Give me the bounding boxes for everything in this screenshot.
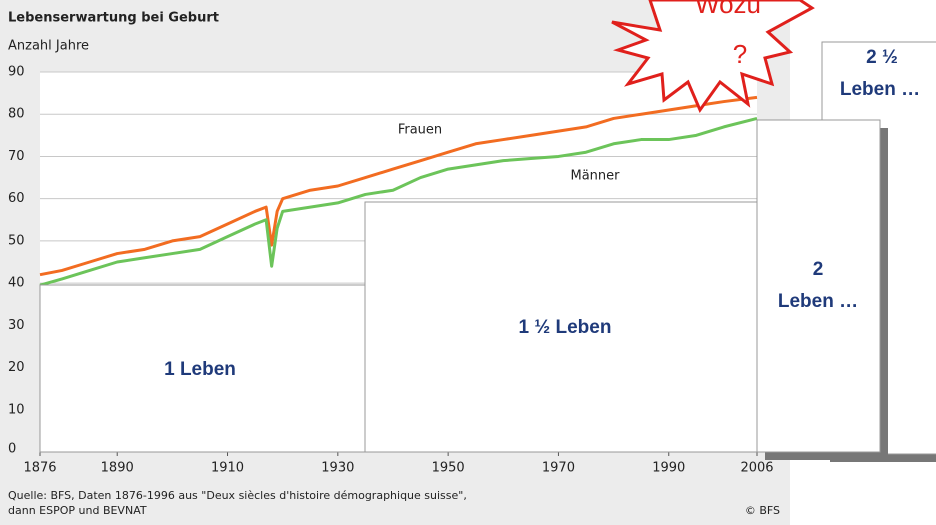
- x-tick-label: 1876: [23, 461, 56, 476]
- series-line: [39, 116, 758, 287]
- y-tick-label: 30: [8, 318, 25, 333]
- starburst: [611, 0, 815, 114]
- y-tick-label: 70: [8, 149, 25, 164]
- annotation: 2 ½: [866, 47, 898, 68]
- box: [39, 284, 366, 453]
- series-label: Frauen: [398, 123, 442, 138]
- x-tick-label: 1910: [211, 461, 244, 476]
- y-tick-label: 60: [8, 191, 25, 206]
- chart-title: Lebenserwartung bei Geburt: [8, 11, 219, 26]
- annotation: Leben …: [840, 79, 920, 100]
- annotation: 1 ½ Leben: [519, 317, 612, 338]
- x-tick-label: 1990: [652, 461, 685, 476]
- y-tick-label: 0: [8, 442, 16, 457]
- x-tick-label: 2006: [740, 461, 773, 476]
- y-tick-label: 40: [8, 276, 25, 291]
- box: [756, 119, 881, 453]
- source: Quelle: BFS, Daten 1876-1996 aus "Deux s…: [8, 489, 467, 502]
- x-tick-label: 1890: [101, 461, 134, 476]
- y-tick-label: 80: [8, 107, 25, 122]
- annotation: Wozu: [695, 0, 761, 19]
- annotation: ?: [733, 39, 747, 69]
- y-tick-label: 20: [8, 360, 25, 375]
- annotation: 2: [813, 259, 824, 280]
- x-tick-label: 1970: [542, 461, 575, 476]
- source: dann ESPOP und BEVNAT: [8, 504, 147, 517]
- x-tick-label: 1950: [432, 461, 465, 476]
- annotation: Leben …: [778, 291, 858, 312]
- y-tick-label: 10: [8, 402, 25, 417]
- y-tick-label: 50: [8, 233, 25, 248]
- series-line: [39, 95, 758, 277]
- copyright: © BFS: [745, 504, 780, 517]
- series-label: Männer: [570, 169, 620, 184]
- y-tick-label: 90: [8, 65, 25, 80]
- x-tick-label: 1930: [321, 461, 354, 476]
- subtitle: Anzahl Jahre: [8, 39, 89, 54]
- annotation: 1 Leben: [164, 359, 236, 380]
- box: [364, 201, 758, 453]
